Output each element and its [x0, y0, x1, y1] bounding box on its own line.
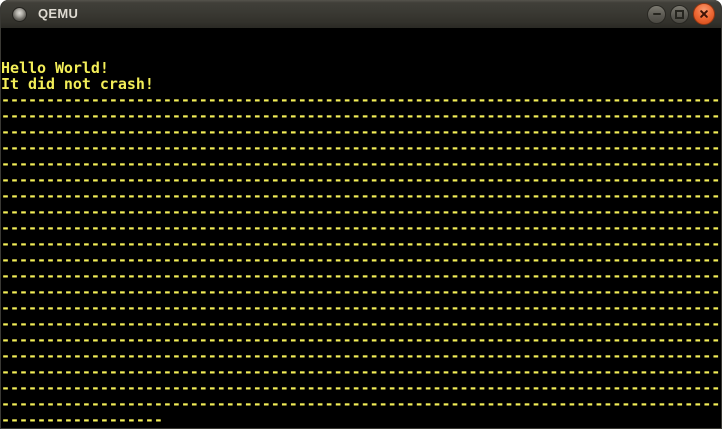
- window-icon: [12, 7, 27, 22]
- close-icon: [699, 9, 709, 19]
- titlebar[interactable]: QEMU: [1, 0, 721, 29]
- minimize-icon: [652, 13, 661, 15]
- window-title: QEMU: [38, 6, 79, 21]
- minimize-button[interactable]: [647, 4, 666, 24]
- vga-text-display[interactable]: Hello World! It did not crash! ---------…: [1, 28, 721, 428]
- maximize-button[interactable]: [670, 4, 689, 24]
- close-button[interactable]: [693, 3, 715, 25]
- maximize-icon: [675, 9, 684, 19]
- titlebar-buttons: [647, 0, 715, 28]
